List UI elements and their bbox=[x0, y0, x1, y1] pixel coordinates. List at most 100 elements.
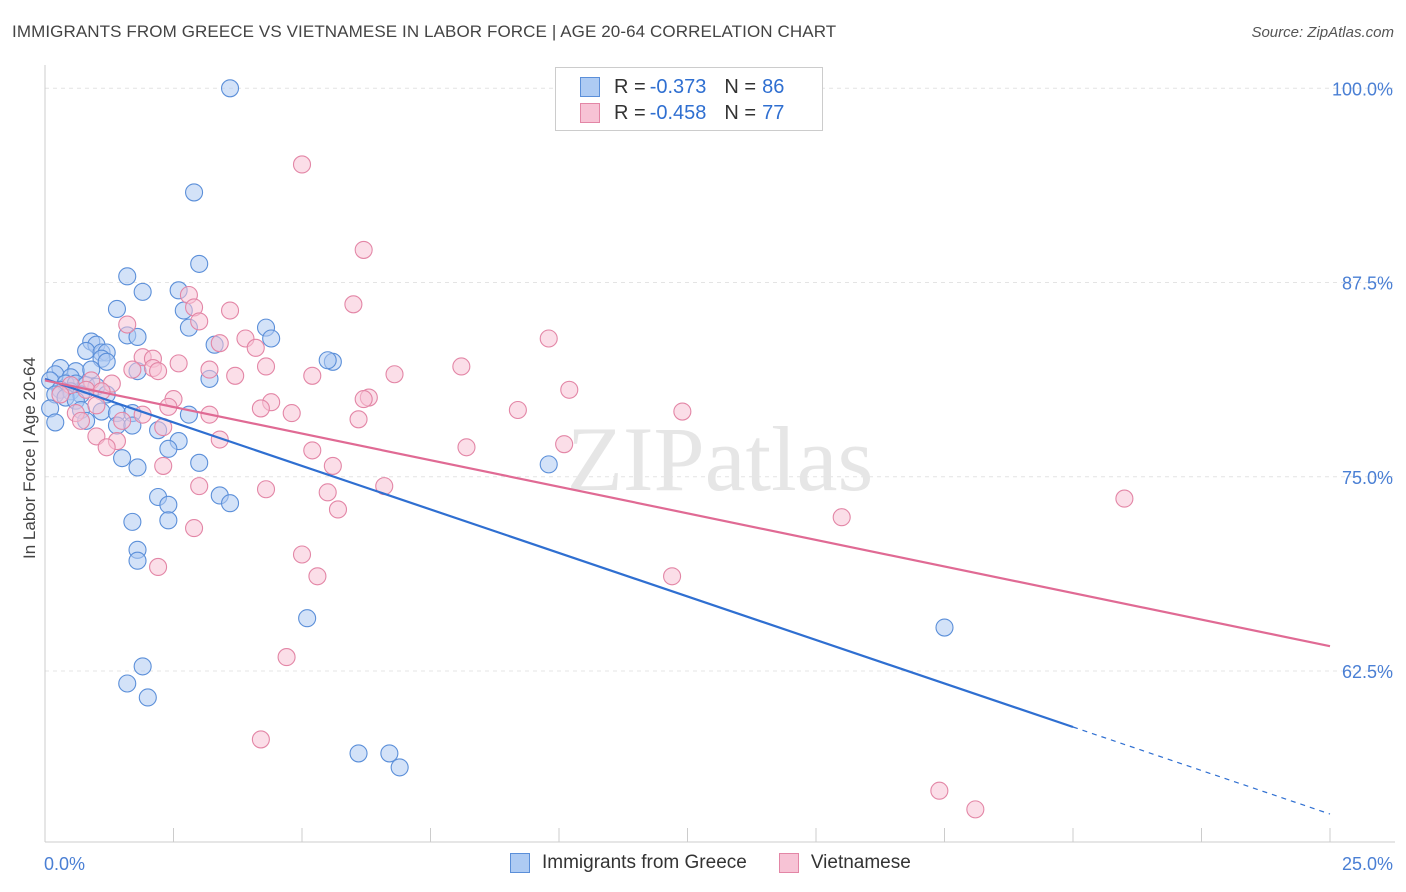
greece-point bbox=[123, 512, 142, 531]
greece-point bbox=[159, 495, 178, 514]
vietnamese-point bbox=[97, 438, 116, 457]
vietnamese-point bbox=[190, 312, 209, 331]
vietnamese-point bbox=[349, 410, 368, 429]
greece-point bbox=[77, 341, 96, 360]
vietnamese-point bbox=[539, 329, 558, 348]
greece-point bbox=[133, 282, 152, 301]
vietnamese-point bbox=[251, 399, 270, 418]
vietnamese-point bbox=[508, 400, 527, 420]
greece-point bbox=[298, 609, 317, 628]
greece-point bbox=[935, 618, 954, 637]
greece-point bbox=[185, 183, 204, 202]
source-label: Source: ZipAtlas.com bbox=[1251, 24, 1394, 41]
vietnamese-point bbox=[256, 357, 276, 376]
vietnamese-point bbox=[555, 435, 574, 454]
greece-point bbox=[190, 453, 209, 472]
y-tick-label: 87.5% bbox=[1342, 274, 1393, 294]
vietnamese-point bbox=[71, 411, 91, 430]
vietnamese-point bbox=[966, 800, 985, 819]
greece-point bbox=[118, 674, 137, 693]
vietnamese-point bbox=[118, 315, 137, 334]
r-value: -0.458 bbox=[649, 101, 707, 124]
tick-labels: 62.5% 75.0% 87.5% 100.0% 0.0% 25.0% bbox=[44, 79, 1393, 874]
r-label: R = bbox=[614, 101, 646, 124]
vietnamese-point bbox=[457, 438, 476, 457]
x-tick-label: 0.0% bbox=[44, 854, 85, 874]
vietnamese-point bbox=[226, 366, 245, 385]
vietnamese-point bbox=[663, 567, 682, 586]
trend-lines bbox=[44, 377, 1331, 815]
vietnamese-point bbox=[930, 781, 949, 800]
r-value: -0.373 bbox=[649, 75, 707, 98]
vietnamese-point bbox=[246, 338, 265, 357]
greece-point bbox=[539, 455, 558, 474]
greece-point bbox=[390, 758, 409, 777]
greece-point bbox=[128, 458, 147, 477]
greece-point bbox=[220, 79, 240, 98]
x-tick-label: 25.0% bbox=[1342, 854, 1393, 874]
vietnamese-point bbox=[210, 430, 229, 449]
greece-point bbox=[128, 327, 147, 347]
n-value: 86 bbox=[762, 75, 785, 98]
vietnamese-point bbox=[210, 334, 229, 353]
y-axis-label: In Labor Force | Age 20-64 bbox=[20, 357, 39, 559]
vietnamese-swatch bbox=[778, 853, 799, 873]
y-tick-label: 75.0% bbox=[1342, 468, 1393, 488]
vietnamese-points bbox=[51, 155, 1134, 819]
vietnamese-point bbox=[123, 360, 142, 379]
vietnamese-point bbox=[185, 519, 204, 538]
r-label: R = bbox=[614, 75, 646, 98]
vietnamese-point bbox=[200, 360, 219, 379]
vietnamese-point bbox=[303, 366, 322, 385]
vietnamese-point bbox=[256, 480, 276, 499]
greece-point bbox=[159, 439, 178, 458]
greece-point bbox=[133, 657, 152, 676]
legend-item-greece[interactable]: Immigrants from Greece bbox=[510, 852, 747, 874]
legend-label-vietnamese: Vietnamese bbox=[810, 852, 911, 873]
axes bbox=[44, 65, 1395, 843]
vietnamese-trend-line bbox=[44, 379, 1331, 648]
vietnamese-point bbox=[303, 441, 322, 460]
vietnamese-point bbox=[277, 648, 296, 667]
greece-point bbox=[262, 329, 281, 348]
vietnamese-point bbox=[673, 402, 692, 421]
greece-point bbox=[113, 449, 132, 468]
greece-point bbox=[220, 494, 240, 513]
vietnamese-point bbox=[154, 456, 173, 475]
greece-point bbox=[46, 413, 65, 432]
vietnamese-point bbox=[308, 567, 327, 586]
vietnamese-point bbox=[149, 557, 168, 576]
greece-point bbox=[190, 254, 209, 273]
greece-point bbox=[138, 688, 157, 707]
vietnamese-point bbox=[220, 301, 240, 320]
vietnamese-point bbox=[1115, 489, 1134, 508]
greece-point bbox=[380, 744, 399, 763]
vietnamese-point bbox=[354, 390, 373, 409]
vietnamese-point bbox=[328, 500, 348, 519]
greece-point bbox=[318, 351, 337, 370]
legend-label-greece: Immigrants from Greece bbox=[542, 852, 747, 873]
vietnamese-point bbox=[292, 155, 312, 174]
vietnamese-point bbox=[282, 404, 301, 423]
legend-row-greece: R = -0.373 N = 86 bbox=[580, 74, 784, 100]
greece-point bbox=[349, 744, 368, 763]
vietnamese-point bbox=[344, 295, 363, 314]
vietnamese-point bbox=[190, 477, 209, 496]
vietnamese-point bbox=[149, 362, 168, 381]
greece-point bbox=[97, 352, 116, 371]
vietnamese-point bbox=[385, 365, 404, 384]
grid-lines bbox=[45, 87, 1395, 672]
vietnamese-point bbox=[354, 240, 373, 259]
y-tick-label: 62.5% bbox=[1342, 662, 1393, 682]
legend-item-vietnamese[interactable]: Vietnamese bbox=[778, 852, 911, 874]
correlation-legend: R = -0.373 N = 86 R = -0.458 N = 77 bbox=[555, 67, 823, 131]
y-tick-label: 100.0% bbox=[1332, 79, 1393, 99]
greece-swatch bbox=[510, 853, 530, 873]
n-label: N = bbox=[724, 101, 757, 124]
vietnamese-swatch bbox=[580, 103, 600, 123]
vietnamese-point bbox=[323, 456, 342, 475]
vietnamese-point bbox=[251, 730, 270, 749]
n-value: 77 bbox=[762, 101, 785, 124]
vietnamese-point bbox=[113, 411, 132, 430]
